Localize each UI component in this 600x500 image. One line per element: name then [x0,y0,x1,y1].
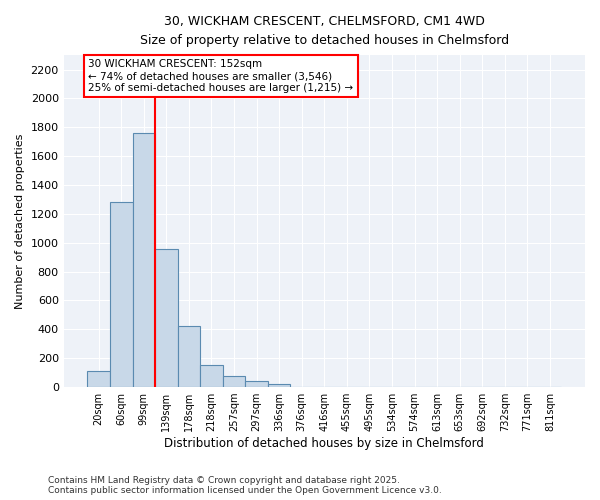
Bar [245,380,268,387]
Text: 30 WICKHAM CRESCENT: 152sqm
← 74% of detached houses are smaller (3,546)
25% of : 30 WICKHAM CRESCENT: 152sqm ← 74% of det… [88,60,353,92]
Bar [268,384,290,387]
Bar [155,248,178,387]
Y-axis label: Number of detached properties: Number of detached properties [15,134,25,309]
Title: 30, WICKHAM CRESCENT, CHELMSFORD, CM1 4WD
Size of property relative to detached : 30, WICKHAM CRESCENT, CHELMSFORD, CM1 4W… [140,15,509,47]
Bar [178,326,200,387]
Bar [88,371,110,387]
Text: Contains HM Land Registry data © Crown copyright and database right 2025.
Contai: Contains HM Land Registry data © Crown c… [48,476,442,495]
Bar [133,133,155,387]
Bar [223,376,245,387]
Bar [110,202,133,387]
Bar [200,366,223,387]
X-axis label: Distribution of detached houses by size in Chelmsford: Distribution of detached houses by size … [164,437,484,450]
